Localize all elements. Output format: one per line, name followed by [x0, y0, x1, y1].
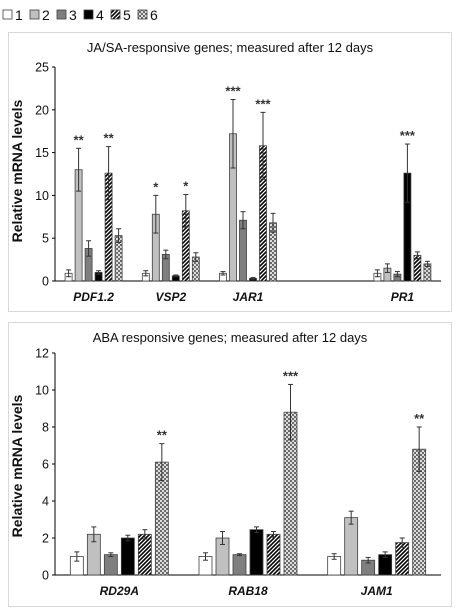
y-tick-label: 2 — [42, 532, 49, 546]
y-tick-label: 25 — [35, 61, 49, 75]
legend-swatch-5 — [110, 9, 121, 20]
chart-panel-aba: ABA responsive genes; measured after 12 … — [8, 322, 452, 607]
y-axis-label: Relative mRNA levels — [9, 99, 25, 243]
bar-JAR1-series-3 — [239, 219, 247, 282]
x-category-label: VSP2 — [155, 290, 186, 304]
x-category-label: PDF1.2 — [73, 290, 114, 304]
x-category-label: RD29A — [100, 584, 139, 598]
y-tick-label: 10 — [35, 384, 49, 398]
significance-marker: * — [183, 179, 189, 194]
bar-RAB18-series-5 — [266, 533, 281, 576]
y-axis-label: Relative mRNA levels — [9, 394, 25, 538]
legend: 1 2 3 4 5 6 — [2, 7, 158, 23]
y-tick-label: 6 — [42, 458, 49, 472]
significance-marker: ** — [104, 131, 115, 146]
legend-swatch-2 — [29, 9, 40, 20]
y-tick-label: 0 — [42, 569, 49, 583]
significance-marker: *** — [400, 128, 416, 143]
y-tick-label: 8 — [42, 421, 49, 435]
x-category-label: PR1 — [391, 290, 415, 304]
significance-marker: ** — [157, 428, 168, 443]
legend-label-1: 1 — [15, 7, 23, 23]
bar-RD29A-series-5 — [137, 533, 152, 576]
significance-marker: ** — [74, 132, 85, 147]
legend-swatch-3 — [56, 9, 67, 20]
significance-marker: *** — [283, 368, 299, 383]
legend-label-4: 4 — [96, 7, 104, 23]
y-tick-label: 15 — [35, 146, 49, 160]
significance-marker: *** — [255, 96, 271, 111]
legend-swatch-6 — [137, 9, 148, 20]
y-tick-label: 10 — [35, 189, 49, 203]
chart-title: JA/SA-responsive genes; measured after 1… — [86, 40, 374, 55]
significance-marker: * — [153, 179, 159, 194]
bar-RD29A-series-3 — [103, 554, 118, 576]
y-tick-label: 5 — [42, 232, 49, 246]
legend-label-5: 5 — [123, 7, 131, 23]
x-category-label: RAB18 — [228, 584, 268, 598]
x-category-label: JAM1 — [361, 584, 393, 598]
legend-swatch-1 — [2, 9, 13, 20]
bar-RAB18-series-3 — [232, 554, 247, 576]
y-tick-label: 20 — [35, 103, 49, 117]
bar-RAB18-series-4 — [249, 529, 264, 576]
significance-marker: ** — [414, 411, 425, 426]
significance-marker: *** — [225, 84, 241, 99]
legend-label-3: 3 — [69, 7, 77, 23]
x-category-label: JAR1 — [233, 290, 264, 304]
legend-swatch-4 — [83, 9, 94, 20]
y-tick-label: 4 — [42, 495, 49, 509]
bar-JAM1-series-2 — [344, 517, 359, 576]
legend-label-6: 6 — [150, 7, 158, 23]
bar-RD29A-series-4 — [120, 537, 135, 576]
y-tick-label: 12 — [35, 347, 49, 361]
chart-title: ABA responsive genes; measured after 12 … — [92, 330, 368, 345]
legend-label-2: 2 — [42, 7, 50, 23]
y-tick-label: 0 — [42, 275, 49, 289]
chart-panel-jasa: JA/SA-responsive genes; measured after 1… — [8, 32, 452, 312]
